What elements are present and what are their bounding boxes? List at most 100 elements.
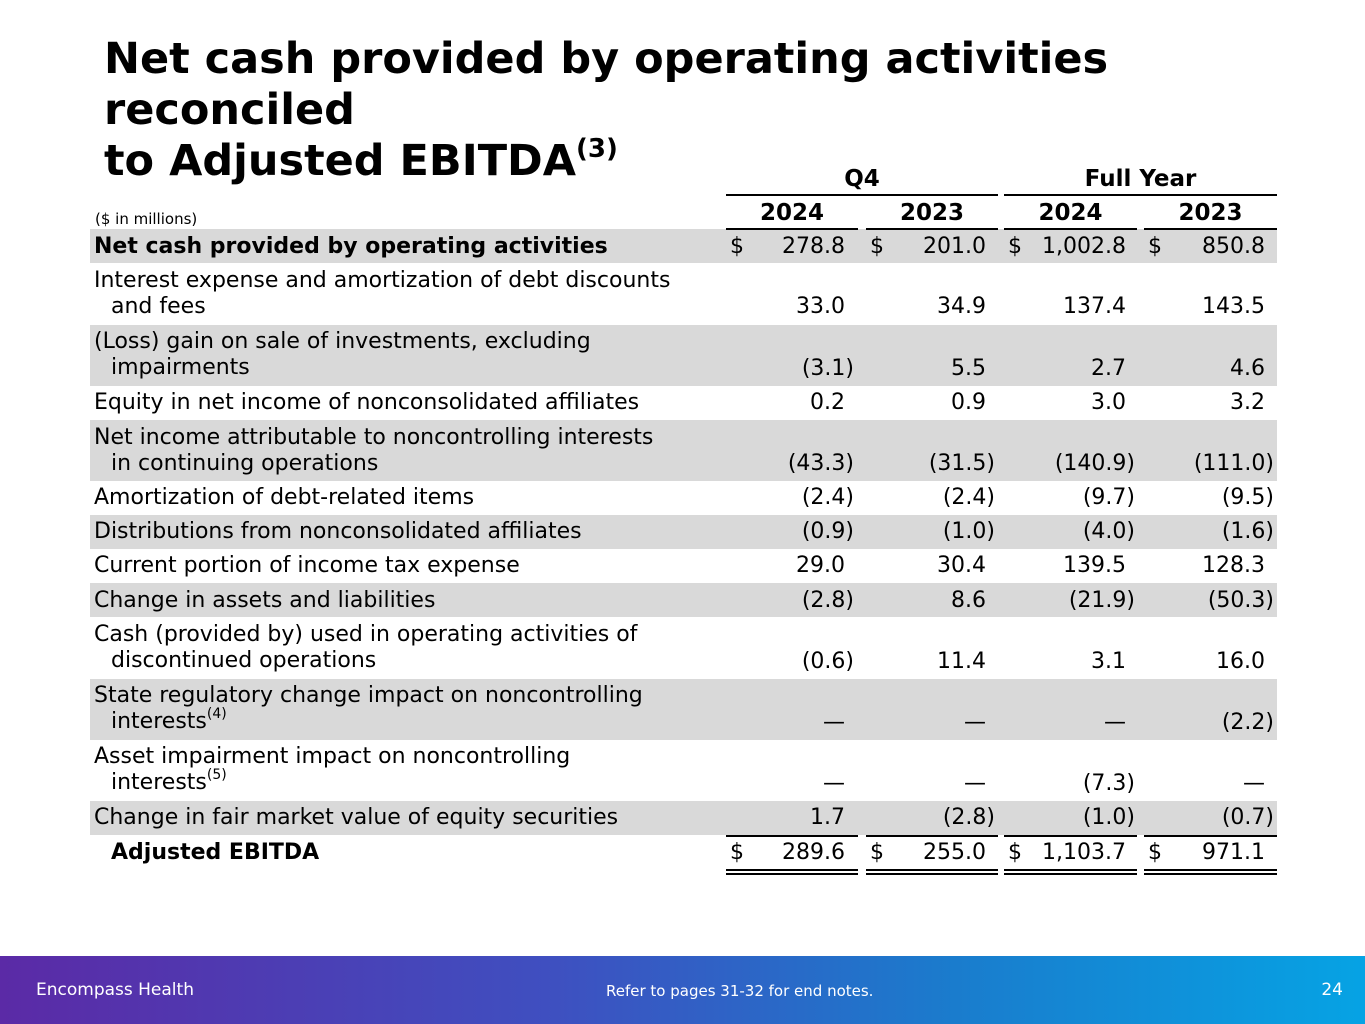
row-band: [90, 515, 1277, 549]
cell-value: —: [964, 710, 986, 735]
cell-value: (3.1): [801, 356, 854, 381]
cell-value: (2.2): [1221, 710, 1274, 735]
year-rule: [1004, 228, 1137, 230]
cell-value: (9.7): [1082, 485, 1135, 510]
cell-value: 3.0: [1091, 390, 1126, 415]
row-band: [90, 229, 1277, 263]
row-label: Change in fair market value of equity se…: [94, 805, 619, 830]
cell-value: 850.8: [1202, 234, 1265, 259]
cell-value: 0.9: [951, 390, 986, 415]
year-rule: [866, 228, 998, 230]
header-q4-rule: [726, 194, 998, 196]
cell-value: 16.0: [1216, 649, 1265, 674]
cell-value: —: [823, 771, 845, 796]
row-label: State regulatory change impact on noncon…: [94, 683, 643, 734]
footnote-marker: (4): [206, 706, 227, 722]
cell-value: (140.9): [1054, 451, 1135, 476]
units-label: ($ in millions): [95, 210, 198, 228]
dollar-sign: $: [730, 840, 744, 865]
cell-value: (2.8): [801, 588, 854, 613]
cell-value: (50.3): [1207, 588, 1274, 613]
row-label: Change in assets and liabilities: [94, 588, 436, 613]
cell-value: 3.1: [1091, 649, 1126, 674]
total-rule: [1004, 835, 1137, 837]
year-rule: [1144, 228, 1277, 230]
row-label: Asset impairment impact on noncontrollin…: [94, 744, 571, 795]
cell-value: 29.0: [796, 553, 845, 578]
page-number: 24: [1321, 980, 1343, 1000]
cell-value: 139.5: [1063, 553, 1126, 578]
cell-value: 255.0: [923, 840, 986, 865]
row-label: Cash (provided by) used in operating act…: [94, 622, 638, 673]
cell-value: (21.9): [1068, 588, 1135, 613]
row-label: (Loss) gain on sale of investments, excl…: [94, 329, 591, 380]
dollar-sign: $: [870, 840, 884, 865]
double-underline: [1144, 869, 1277, 875]
cell-value: 1,002.8: [1042, 234, 1126, 259]
row-label: Distributions from nonconsolidated affil…: [94, 519, 582, 544]
cell-value: 137.4: [1063, 294, 1126, 319]
cell-value: 1,103.7: [1042, 840, 1126, 865]
cell-value: 30.4: [937, 553, 986, 578]
double-underline: [1004, 869, 1137, 875]
dollar-sign: $: [1148, 840, 1162, 865]
year-header: 2023: [899, 200, 964, 226]
cell-value: (1.6): [1221, 519, 1274, 544]
dollar-sign: $: [1008, 234, 1022, 259]
cell-value: 3.2: [1230, 390, 1265, 415]
dollar-sign: $: [1148, 234, 1162, 259]
cell-value: 289.6: [782, 840, 845, 865]
double-underline: [866, 869, 998, 875]
cell-value: —: [1243, 771, 1265, 796]
year-header: 2024: [1038, 200, 1103, 226]
cell-value: —: [823, 710, 845, 735]
cell-value: 4.6: [1230, 356, 1265, 381]
cell-value: (43.3): [787, 451, 854, 476]
footer-note: Refer to pages 31-32 for end notes.: [606, 982, 874, 1000]
cell-value: (2.4): [801, 485, 854, 510]
cell-value: 34.9: [937, 294, 986, 319]
cell-value: (7.3): [1082, 771, 1135, 796]
cell-value: 8.6: [951, 588, 986, 613]
row-band: [90, 325, 1277, 386]
row-label: Current portion of income tax expense: [94, 553, 520, 578]
row-band: [90, 679, 1277, 740]
double-underline: [726, 869, 858, 875]
cell-value: 0.2: [810, 390, 845, 415]
row-label: Interest expense and amortization of deb…: [94, 268, 671, 319]
cell-value: 201.0: [923, 234, 986, 259]
total-rule: [726, 835, 858, 837]
year-header: 2024: [759, 200, 824, 226]
cell-value: (111.0): [1193, 451, 1274, 476]
cell-value: (31.5): [928, 451, 995, 476]
year-header: 2023: [1178, 200, 1243, 226]
title-line-1: Net cash provided by operating activitie…: [104, 34, 1109, 135]
title-footnote: (3): [576, 134, 618, 164]
row-label: Net cash provided by operating activitie…: [94, 234, 608, 259]
year-rule: [726, 228, 858, 230]
row-label: Net income attributable to noncontrollin…: [94, 425, 654, 476]
row-band: [90, 583, 1277, 617]
cell-value: (2.4): [942, 485, 995, 510]
cell-value: 11.4: [937, 649, 986, 674]
cell-value: 5.5: [951, 356, 986, 381]
header-full-year-rule: [1004, 194, 1277, 196]
row-label: Equity in net income of nonconsolidated …: [94, 390, 640, 415]
cell-value: 143.5: [1202, 294, 1265, 319]
cell-value: 971.1: [1202, 840, 1265, 865]
row-label-total: Adjusted EBITDA: [111, 840, 320, 865]
cell-value: (1.0): [1082, 805, 1135, 830]
row-label: Amortization of debt-related items: [94, 485, 475, 510]
cell-value: (9.5): [1221, 485, 1274, 510]
cell-value: 33.0: [796, 294, 845, 319]
page-title: Net cash provided by operating activitie…: [104, 34, 1304, 187]
cell-value: 1.7: [810, 805, 845, 830]
total-rule: [866, 835, 998, 837]
title-line-2: to Adjusted EBITDA: [104, 136, 576, 186]
cell-value: (2.8): [942, 805, 995, 830]
total-rule: [1144, 835, 1277, 837]
cell-value: 2.7: [1091, 356, 1126, 381]
cell-value: —: [1104, 710, 1126, 735]
cell-value: (1.0): [942, 519, 995, 544]
footer-brand: Encompass Health: [36, 980, 194, 1000]
